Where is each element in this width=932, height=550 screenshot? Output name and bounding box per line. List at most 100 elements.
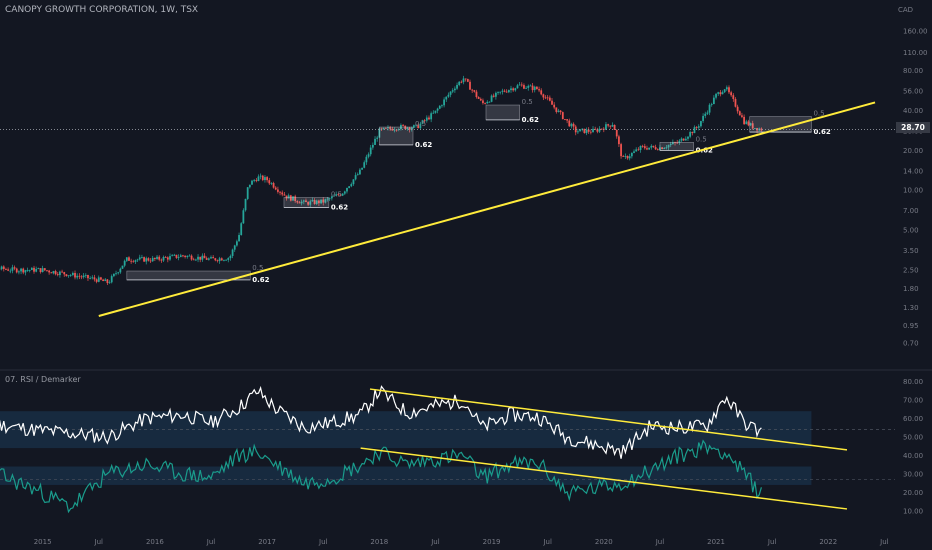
candle-body bbox=[50, 272, 53, 274]
candle-body bbox=[54, 271, 57, 275]
price-tick-label: 40.00 bbox=[903, 107, 923, 115]
candle-body bbox=[531, 85, 534, 91]
candle-body bbox=[82, 275, 85, 278]
candle-body bbox=[225, 259, 228, 261]
candle-body bbox=[643, 146, 646, 149]
candle-body bbox=[704, 113, 707, 116]
candle-body bbox=[533, 86, 536, 91]
candle-body bbox=[194, 259, 197, 261]
price-tick-label: 80.00 bbox=[903, 67, 923, 75]
rsi-tick-label: 50.00 bbox=[903, 434, 923, 442]
candle-body bbox=[246, 187, 249, 199]
candles bbox=[0, 75, 763, 285]
candle-body bbox=[369, 147, 372, 155]
candle-body bbox=[702, 115, 704, 122]
candle-body bbox=[753, 128, 756, 129]
candle-body bbox=[393, 129, 396, 131]
candle-body bbox=[374, 138, 376, 145]
candle-body bbox=[244, 198, 247, 211]
candle-body bbox=[169, 256, 171, 260]
chart-title: CANOPY GROWTH CORPORATION, 1W, TSX bbox=[5, 5, 199, 15]
candle-body bbox=[756, 128, 758, 131]
candle-body bbox=[272, 183, 275, 188]
candle-body bbox=[136, 259, 139, 261]
price-tick-label: 3.50 bbox=[903, 247, 919, 255]
candle-body bbox=[361, 167, 363, 170]
candle-body bbox=[39, 268, 42, 273]
candle-body bbox=[572, 123, 575, 127]
candle-body bbox=[585, 129, 588, 134]
candle-body bbox=[341, 193, 344, 196]
candle-body bbox=[449, 91, 452, 95]
candle-body bbox=[333, 195, 335, 197]
candle-body bbox=[505, 91, 508, 93]
candle-body bbox=[419, 123, 422, 129]
candle-body bbox=[512, 88, 515, 91]
candle-body bbox=[229, 255, 232, 259]
candle-body bbox=[641, 145, 644, 147]
candle-body bbox=[520, 84, 523, 86]
candle-body bbox=[665, 147, 668, 149]
candle-body bbox=[320, 199, 322, 204]
time-axis[interactable]: 2015 Jul 2016 Jul 2017 Jul 2018 Jul 2019 Jul 2020 J… bbox=[34, 538, 889, 546]
fib-zone-box bbox=[485, 104, 520, 121]
rsi-trendlines bbox=[360, 388, 848, 510]
rsi-tick-label: 20.00 bbox=[903, 489, 923, 497]
candle-body bbox=[190, 255, 193, 260]
candle-body bbox=[749, 123, 752, 126]
candle-body bbox=[628, 156, 631, 159]
candle-body bbox=[261, 175, 264, 181]
candle-body bbox=[404, 125, 407, 130]
candle-body bbox=[35, 269, 38, 272]
indicator-label[interactable]: 07. RSI / Demarker bbox=[5, 375, 81, 384]
trendline-main[interactable] bbox=[98, 101, 876, 317]
candle-body bbox=[56, 274, 59, 276]
rsi-pane[interactable] bbox=[0, 385, 895, 514]
candle-body bbox=[447, 94, 450, 97]
candle-body bbox=[171, 255, 174, 257]
candle-body bbox=[671, 142, 674, 145]
candle-body bbox=[95, 279, 98, 282]
candle-body bbox=[309, 201, 312, 205]
candle-body bbox=[130, 260, 133, 262]
candle-body bbox=[607, 124, 610, 126]
candle-body bbox=[28, 270, 31, 271]
candle-body bbox=[298, 202, 301, 204]
candle-body bbox=[613, 124, 616, 130]
candle-body bbox=[501, 90, 504, 92]
candle-body bbox=[147, 258, 150, 261]
candle-body bbox=[741, 115, 743, 117]
candle-body bbox=[20, 268, 22, 272]
candle-body bbox=[281, 192, 284, 195]
candle-body bbox=[324, 199, 327, 203]
candle-body bbox=[598, 128, 601, 132]
candle-body bbox=[425, 117, 428, 121]
candle-body bbox=[26, 270, 29, 271]
candle-body bbox=[277, 189, 279, 192]
candle-body bbox=[564, 119, 566, 120]
candle-body bbox=[33, 267, 35, 272]
price-tick-label: 110.00 bbox=[903, 49, 928, 57]
candle-body bbox=[527, 85, 530, 88]
rsi-band bbox=[0, 411, 812, 449]
candle-body bbox=[123, 260, 126, 266]
price-axis[interactable]: 160.00110.0080.0056.0040.0028.0020.0014.… bbox=[903, 27, 928, 347]
candle-body bbox=[635, 149, 638, 152]
candle-body bbox=[212, 257, 215, 259]
candle-body bbox=[540, 90, 543, 95]
candle-body bbox=[46, 270, 48, 272]
candle-body bbox=[624, 156, 627, 157]
candle-body bbox=[687, 136, 689, 139]
candle-body bbox=[708, 104, 711, 113]
candle-body bbox=[48, 270, 51, 273]
rsi-axis[interactable]: 80.00 70.00 60.00 50.00 40.00 30.00 20.00 10.00 bbox=[903, 378, 923, 515]
time-tick-label: Jul bbox=[655, 538, 665, 546]
candle-body bbox=[100, 277, 102, 280]
candle-body bbox=[220, 258, 223, 261]
candle-body bbox=[689, 132, 692, 137]
time-tick-label: Jul bbox=[767, 538, 777, 546]
rsi-trendline bbox=[360, 447, 848, 510]
price-pane[interactable]: 0.50.620.50.620.50.620.50.620.50.620.50.… bbox=[0, 75, 895, 317]
time-tick-label: Jul bbox=[206, 538, 216, 546]
